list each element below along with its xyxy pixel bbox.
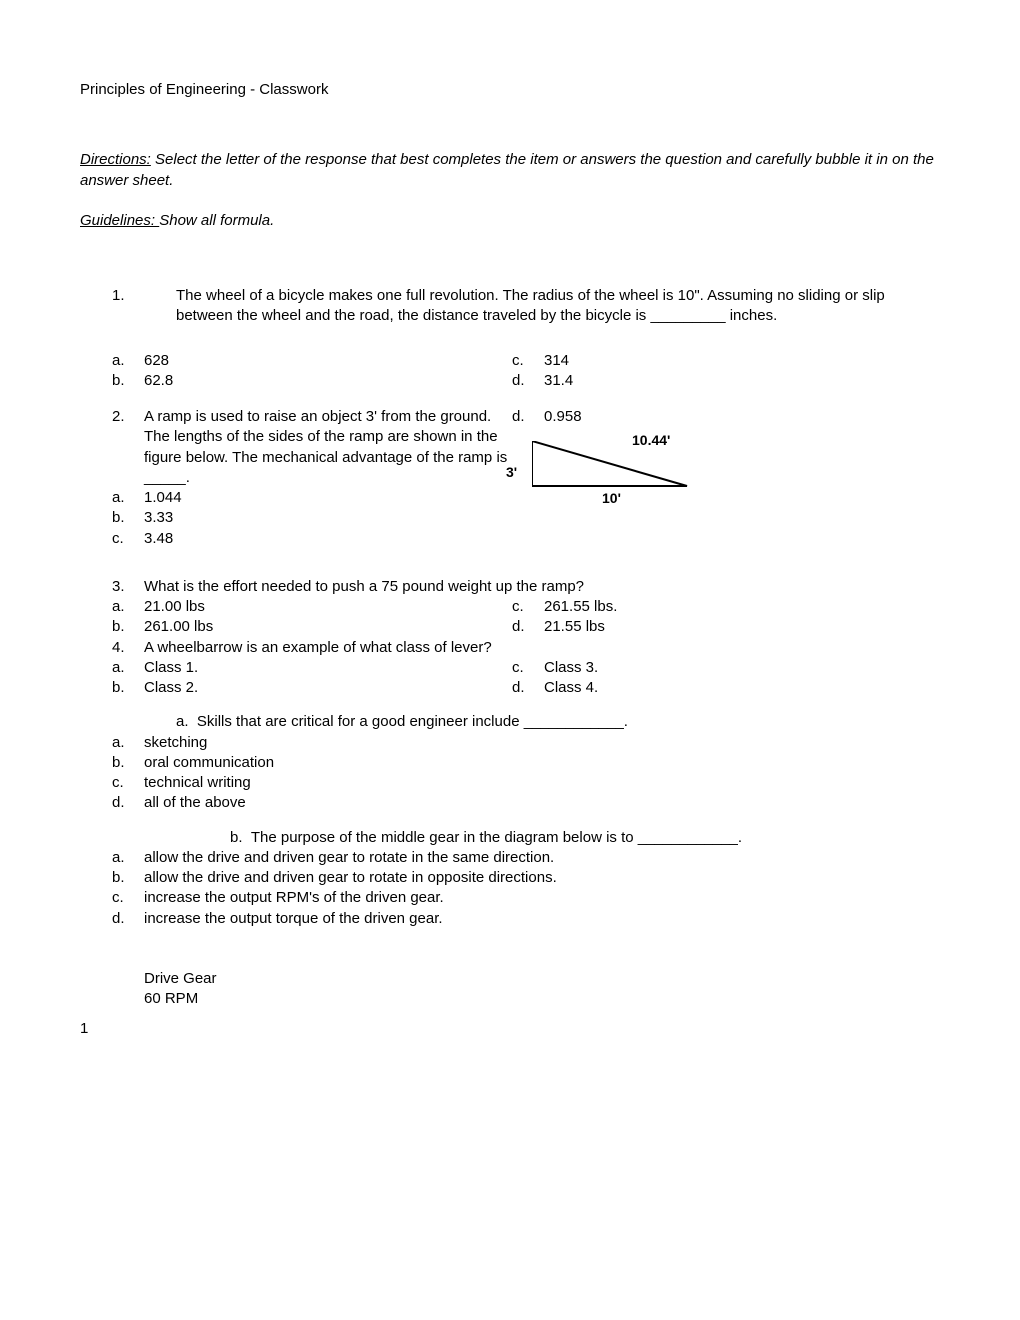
- directions-label: Directions:: [80, 151, 151, 168]
- question-3: 3.What is the effort needed to push a 75…: [80, 577, 940, 638]
- q2-number: 2.: [112, 407, 144, 488]
- opt-letter-a: a.: [112, 351, 144, 371]
- q5-opt-a: sketching: [144, 733, 940, 753]
- opt-letter-a: a.: [112, 848, 144, 868]
- q3-opt-d: 21.55 lbs: [544, 617, 940, 637]
- gear-line1: Drive Gear: [144, 969, 940, 989]
- q1-options: a.628 b.62.8 c.314 d.31.4: [80, 351, 940, 392]
- q1-opt-c: 314: [544, 351, 940, 371]
- question-6: b. The purpose of the middle gear in the…: [80, 828, 940, 929]
- page-title: Principles of Engineering - Classwork: [80, 80, 940, 100]
- guidelines-label: Guidelines:: [80, 212, 159, 229]
- opt-letter-c: c.: [512, 658, 544, 678]
- question-5: a. Skills that are critical for a good e…: [80, 712, 940, 813]
- q5-opt-d: all of the above: [144, 793, 940, 813]
- opt-letter-d: d.: [512, 407, 544, 427]
- q4-opt-d: Class 4.: [544, 678, 940, 698]
- q3-number: 3.: [112, 577, 144, 597]
- q3-opt-a: 21.00 lbs: [144, 597, 512, 617]
- q6-opt-c: increase the output RPM's of the driven …: [144, 888, 940, 908]
- q4-opt-b: Class 2.: [144, 678, 512, 698]
- q4-stem: A wheelbarrow is an example of what clas…: [144, 638, 940, 658]
- q6-opt-a: allow the drive and driven gear to rotat…: [144, 848, 940, 868]
- opt-letter-a: a.: [112, 658, 144, 678]
- opt-letter-c: c.: [512, 597, 544, 617]
- guidelines-text: Show all formula.: [159, 212, 274, 229]
- opt-letter-a: a.: [112, 733, 144, 753]
- opt-letter-c: c.: [112, 773, 144, 793]
- q5-stem: Skills that are critical for a good engi…: [197, 713, 628, 730]
- q2-opt-b: 3.33: [144, 508, 512, 528]
- q6-opt-d: increase the output torque of the driven…: [144, 909, 940, 929]
- q2-opt-c: 3.48: [144, 529, 512, 549]
- q2-stem: A ramp is used to raise an object 3' fro…: [144, 407, 512, 488]
- opt-letter-c: c.: [112, 529, 144, 549]
- q1-opt-a: 628: [144, 351, 512, 371]
- opt-letter-d: d.: [512, 617, 544, 637]
- gear-info: Drive Gear 60 RPM: [80, 969, 940, 1010]
- question-1: 1. The wheel of a bicycle makes one full…: [80, 286, 940, 327]
- gear-line2: 60 RPM: [144, 989, 940, 1009]
- ramp-height-label: 3': [506, 463, 517, 482]
- directions-text: Select the letter of the response that b…: [80, 151, 934, 188]
- opt-letter-d: d.: [512, 678, 544, 698]
- q3-opt-c: 261.55 lbs.: [544, 597, 940, 617]
- q1-opt-b: 62.8: [144, 371, 512, 391]
- q1-number: 1.: [80, 286, 176, 327]
- opt-letter-d: d.: [112, 909, 144, 929]
- opt-letter-d: d.: [112, 793, 144, 813]
- q2-opt-a: 1.044: [144, 488, 512, 508]
- directions: Directions: Select the letter of the res…: [80, 150, 940, 191]
- q4-opt-a: Class 1.: [144, 658, 512, 678]
- q1-stem: The wheel of a bicycle makes one full re…: [176, 286, 940, 327]
- guidelines: Guidelines: Show all formula.: [80, 211, 940, 231]
- q6-opt-b: allow the drive and driven gear to rotat…: [144, 868, 940, 888]
- page-number: 1: [80, 1019, 940, 1039]
- question-2: 2. A ramp is used to raise an object 3' …: [80, 407, 940, 549]
- ramp-hypotenuse-label: 10.44': [632, 431, 670, 450]
- q6-stem: The purpose of the middle gear in the di…: [251, 829, 742, 846]
- q4-number: 4.: [112, 638, 144, 658]
- q5-lead-letter: a.: [176, 713, 189, 730]
- opt-letter-c: c.: [512, 351, 544, 371]
- opt-letter-b: b.: [112, 753, 144, 773]
- question-4: 4.A wheelbarrow is an example of what cl…: [80, 638, 940, 699]
- q6-lead-letter: b.: [230, 829, 243, 846]
- opt-letter-b: b.: [112, 617, 144, 637]
- opt-letter-a: a.: [112, 597, 144, 617]
- ramp-diagram: 10.44' 3' 10': [532, 431, 732, 506]
- opt-letter-a: a.: [112, 488, 144, 508]
- q5-opt-c: technical writing: [144, 773, 940, 793]
- q1-opt-d: 31.4: [544, 371, 940, 391]
- q3-stem: What is the effort needed to push a 75 p…: [144, 577, 940, 597]
- opt-letter-d: d.: [512, 371, 544, 391]
- q5-opt-b: oral communication: [144, 753, 940, 773]
- q2-opt-d: 0.958: [544, 407, 940, 427]
- q4-opt-c: Class 3.: [544, 658, 940, 678]
- opt-letter-b: b.: [112, 868, 144, 888]
- opt-letter-b: b.: [112, 678, 144, 698]
- q3-opt-b: 261.00 lbs: [144, 617, 512, 637]
- opt-letter-c: c.: [112, 888, 144, 908]
- ramp-base-label: 10': [602, 489, 621, 508]
- opt-letter-b: b.: [112, 508, 144, 528]
- opt-letter-b: b.: [112, 371, 144, 391]
